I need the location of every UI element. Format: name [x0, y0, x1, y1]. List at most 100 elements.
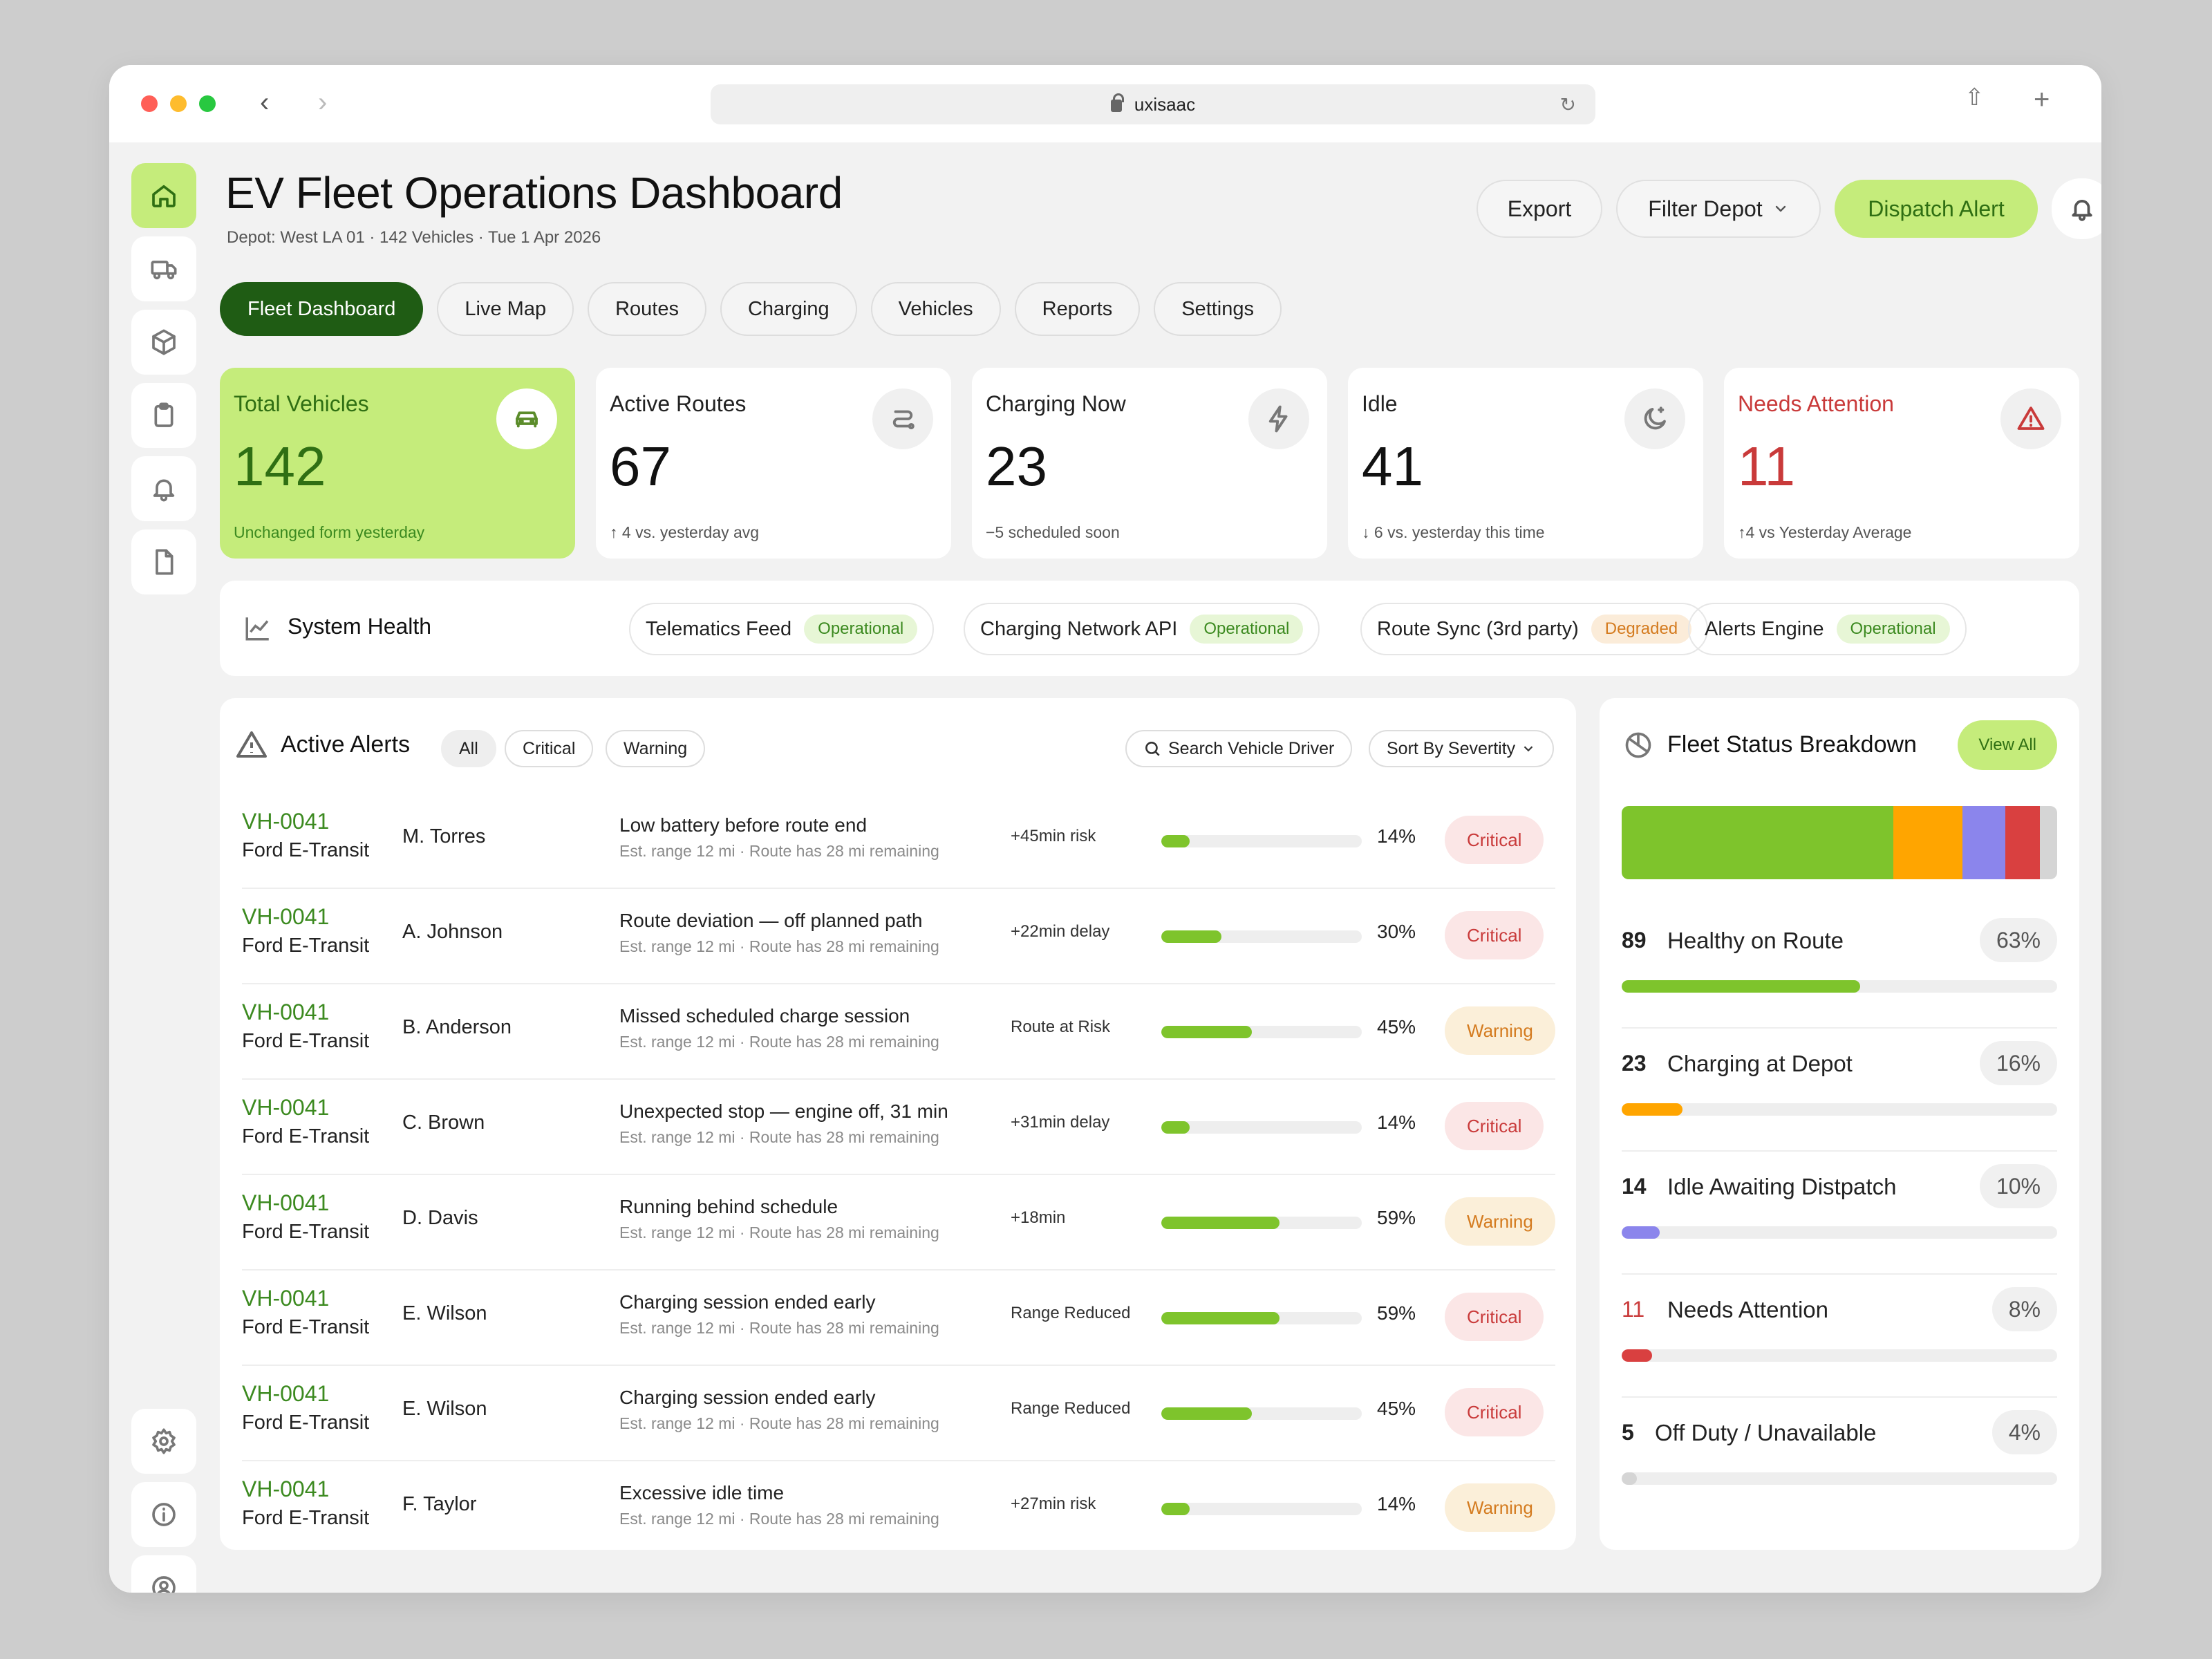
kpi-card-charging-now[interactable]: Charging Now 23 −5 scheduled soon — [972, 368, 1327, 559]
sidebar-profile-button[interactable] — [131, 1555, 196, 1593]
fleet-status-needs-attention[interactable]: 11 Needs Attention 8% — [1622, 1275, 2057, 1398]
vehicle-id-link[interactable]: VH-0041 — [242, 1000, 330, 1024]
sidebar-packages-button[interactable] — [131, 310, 196, 375]
fleet-status-charging-at-depot[interactable]: 23 Charging at Depot 16% — [1622, 1029, 2057, 1152]
status-progress-bar — [1622, 1349, 2057, 1362]
kpi-icon-wrap — [872, 388, 933, 449]
sidebar-trucks-button[interactable] — [131, 236, 196, 301]
kpi-value: 23 — [986, 435, 1047, 497]
progress-percent: 30% — [1377, 921, 1416, 942]
health-item-route-sync-3rd-party[interactable]: Route Sync (3rd party) Degraded — [1360, 603, 1709, 655]
alert-row[interactable]: VH-0041 Ford E-Transit D. Davis Running beh… — [242, 1175, 1555, 1271]
alert-row[interactable]: VH-0041 Ford E-Transit M. Torres Low batter… — [242, 794, 1555, 889]
kpi-card-needs-attention[interactable]: Needs Attention 11 ↑4 vs Yesterday Average — [1724, 368, 2079, 559]
progress-fill — [1161, 930, 1221, 943]
view-all-button[interactable]: View All — [1958, 720, 2057, 770]
severity-badge[interactable]: Warning — [1445, 1006, 1555, 1055]
back-arrow-icon[interactable]: ‹ — [260, 87, 270, 118]
status-count: 5 — [1622, 1420, 1634, 1445]
health-item-charging-network-api[interactable]: Charging Network API Operational — [964, 603, 1320, 655]
alert-row[interactable]: VH-0041 Ford E-Transit F. Taylor Excessive … — [242, 1461, 1555, 1557]
tab-fleet-dashboard[interactable]: Fleet Dashboard — [220, 282, 424, 336]
chevron-down-icon — [1775, 205, 1785, 212]
status-progress-bar — [1622, 980, 2057, 993]
alert-title: Unexpected stop — engine off, 31 min — [619, 1100, 948, 1122]
tab-routes[interactable]: Routes — [588, 282, 706, 336]
tab-settings[interactable]: Settings — [1154, 282, 1282, 336]
alert-detail: Est. range 12 mi · Route has 28 mi remai… — [619, 937, 939, 955]
maximize-window-button[interactable] — [199, 95, 216, 112]
kpi-icon-wrap — [496, 388, 557, 449]
health-item-name: Alerts Engine — [1705, 617, 1824, 640]
severity-badge[interactable]: Warning — [1445, 1483, 1555, 1532]
close-window-button[interactable] — [141, 95, 158, 112]
share-icon[interactable]: ⇧ — [1965, 84, 1985, 111]
vehicle-id-link[interactable]: VH-0041 — [242, 904, 330, 929]
severity-badge[interactable]: Critical — [1445, 1388, 1544, 1436]
health-item-alerts-engine[interactable]: Alerts Engine Operational — [1688, 603, 1967, 655]
alert-detail: Est. range 12 mi · Route has 28 mi remai… — [619, 1510, 939, 1528]
dispatch-alert-button[interactable]: Dispatch Alert — [1835, 180, 2038, 238]
vehicle-id-link[interactable]: VH-0041 — [242, 1477, 330, 1501]
filter-warning-chip[interactable]: Warning — [606, 730, 706, 767]
address-bar[interactable]: uxisaac ↻ — [711, 84, 1595, 124]
stack-segment-charging-at-depot — [1893, 806, 1962, 879]
severity-badge[interactable]: Critical — [1445, 1102, 1544, 1150]
sidebar-info-button[interactable] — [131, 1482, 196, 1547]
sort-severity-dropdown[interactable]: Sort By Severtity — [1369, 730, 1555, 767]
fleet-status-off-duty-unavailable[interactable]: 5 Off Duty / Unavailable 4% — [1622, 1398, 2057, 1521]
progress-bar — [1161, 1407, 1362, 1420]
vehicle-id-link[interactable]: VH-0041 — [242, 1286, 330, 1311]
sidebar-notifications-button[interactable] — [131, 456, 196, 521]
forward-arrow-icon[interactable]: › — [318, 87, 328, 118]
vehicle-id-link[interactable]: VH-0041 — [242, 809, 330, 834]
new-tab-icon[interactable]: + — [2034, 84, 2050, 115]
alert-detail: Est. range 12 mi · Route has 28 mi remai… — [619, 1414, 939, 1432]
vehicle-id-link[interactable]: VH-0041 — [242, 1381, 330, 1406]
tab-charging[interactable]: Charging — [720, 282, 857, 336]
alert-row[interactable]: VH-0041 Ford E-Transit B. Anderson Missed s… — [242, 984, 1555, 1080]
alert-row[interactable]: VH-0041 Ford E-Transit C. Brown Unexpected … — [242, 1080, 1555, 1175]
reload-icon[interactable]: ↻ — [1559, 93, 1576, 115]
minimize-window-button[interactable] — [170, 95, 187, 112]
filter-depot-dropdown[interactable]: Filter Depot — [1616, 180, 1821, 238]
severity-badge[interactable]: Critical — [1445, 816, 1544, 864]
alert-row[interactable]: VH-0041 Ford E-Transit A. Johnson Route dev… — [242, 889, 1555, 984]
kpi-card-active-routes[interactable]: Active Routes 67 ↑ 4 vs. yesterday avg — [596, 368, 951, 559]
vehicle-id-link[interactable]: VH-0041 — [242, 1190, 330, 1215]
alert-title: Running behind schedule — [619, 1196, 838, 1217]
vehicle-id-link[interactable]: VH-0041 — [242, 1095, 330, 1120]
alert-row[interactable]: VH-0041 Ford E-Transit E. Wilson Charging s… — [242, 1271, 1555, 1366]
progress-bar — [1161, 1121, 1362, 1134]
progress-percent: 59% — [1377, 1207, 1416, 1228]
export-button[interactable]: Export — [1477, 180, 1602, 238]
fleet-status-idle-awaiting-distpatch[interactable]: 14 Idle Awaiting Distpatch 10% — [1622, 1152, 2057, 1275]
search-vehicle-driver-input[interactable]: Search Vehicle Driver — [1125, 730, 1353, 767]
notifications-button[interactable] — [2052, 178, 2101, 239]
vehicle-model: Ford E-Transit — [242, 1412, 370, 1434]
health-item-telematics-feed[interactable]: Telematics Feed Operational — [629, 603, 935, 655]
severity-badge[interactable]: Warning — [1445, 1197, 1555, 1246]
tab-reports[interactable]: Reports — [1014, 282, 1141, 336]
kpi-card-idle[interactable]: Idle 41 ↓ 6 vs. yesterday this time — [1348, 368, 1703, 559]
kpi-card-total-vehicles[interactable]: Total Vehicles 142 Unchanged form yesterda… — [220, 368, 575, 559]
filter-critical-chip[interactable]: Critical — [505, 730, 594, 767]
sidebar-settings-button[interactable] — [131, 1409, 196, 1474]
status-percent-badge: 10% — [1979, 1164, 2057, 1208]
stack-segment-idle-awaiting-distpatch — [1962, 806, 2006, 879]
user-circle-icon — [152, 1576, 176, 1593]
vehicle-model: Ford E-Transit — [242, 1125, 370, 1147]
filter-all-chip[interactable]: All — [441, 730, 496, 767]
sidebar-documents-button[interactable] — [131, 529, 196, 594]
severity-badge[interactable]: Critical — [1445, 911, 1544, 959]
tab-live-map[interactable]: Live Map — [437, 282, 574, 336]
kpi-label: Active Routes — [610, 391, 747, 416]
sidebar-home-button[interactable] — [131, 163, 196, 228]
sidebar-clipboard-button[interactable] — [131, 383, 196, 448]
fleet-status-healthy-on-route[interactable]: 89 Healthy on Route 63% — [1622, 906, 2057, 1029]
search-icon — [1145, 742, 1160, 756]
severity-badge[interactable]: Critical — [1445, 1293, 1544, 1341]
tab-vehicles[interactable]: Vehicles — [870, 282, 1001, 336]
alert-row[interactable]: VH-0041 Ford E-Transit E. Wilson Charging s… — [242, 1366, 1555, 1461]
kpi-note: −5 scheduled soon — [986, 523, 1120, 541]
